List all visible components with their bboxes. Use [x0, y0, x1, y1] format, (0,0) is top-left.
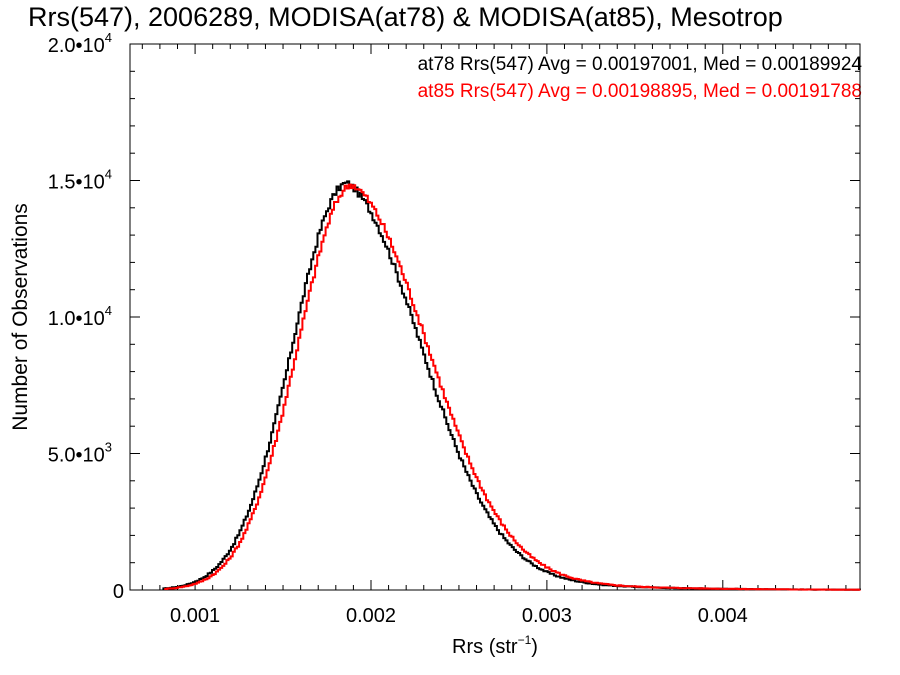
- x-tick-label: 0.004: [698, 605, 748, 627]
- y-tick-label: 5.0•103: [48, 440, 112, 467]
- x-tick-label: 0.002: [346, 605, 396, 627]
- series-at78-line: [162, 180, 861, 591]
- x-tick-label: 0.003: [522, 605, 572, 627]
- y-tick-label: 0: [113, 581, 124, 603]
- y-tick-label: 1.5•104: [48, 167, 112, 194]
- x-axis-label: Rrs (str−1): [452, 633, 538, 658]
- y-tick-label: 1.0•104: [48, 303, 112, 330]
- stats-legend: at78 Rrs(547) Avg = 0.00197001, Med = 0.…: [418, 54, 863, 102]
- histogram-series: [162, 180, 861, 591]
- series-at85-line: [164, 183, 861, 591]
- axis-ticks: 0.001 0.002 0.003 0.004 0 5.0•103 1.0•104 1.5•1…: [48, 30, 860, 627]
- y-tick-label: 2.0•104: [48, 30, 112, 57]
- y-axis-label: Number of Observations: [9, 203, 32, 431]
- plot-frame: [129, 43, 861, 591]
- stats-line-1: at85 Rrs(547) Avg = 0.00198895, Med = 0.…: [418, 81, 862, 102]
- x-tick-label: 0.001: [170, 605, 220, 627]
- stats-line-0: at78 Rrs(547) Avg = 0.00197001, Med = 0.…: [418, 54, 863, 75]
- chart-title: Rrs(547), 2006289, MODISA(at78) & MODISA…: [28, 2, 783, 32]
